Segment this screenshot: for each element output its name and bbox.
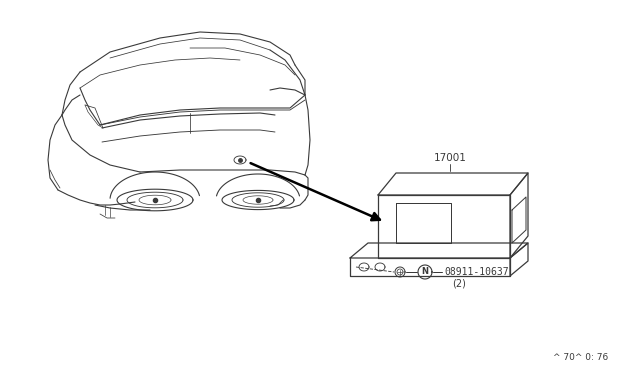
Text: ^ 70^ 0: 76: ^ 70^ 0: 76	[553, 353, 608, 362]
Text: 17001: 17001	[433, 153, 467, 163]
Text: 08911-10637: 08911-10637	[444, 267, 509, 277]
Text: N: N	[422, 267, 429, 276]
Text: (2): (2)	[452, 279, 466, 289]
